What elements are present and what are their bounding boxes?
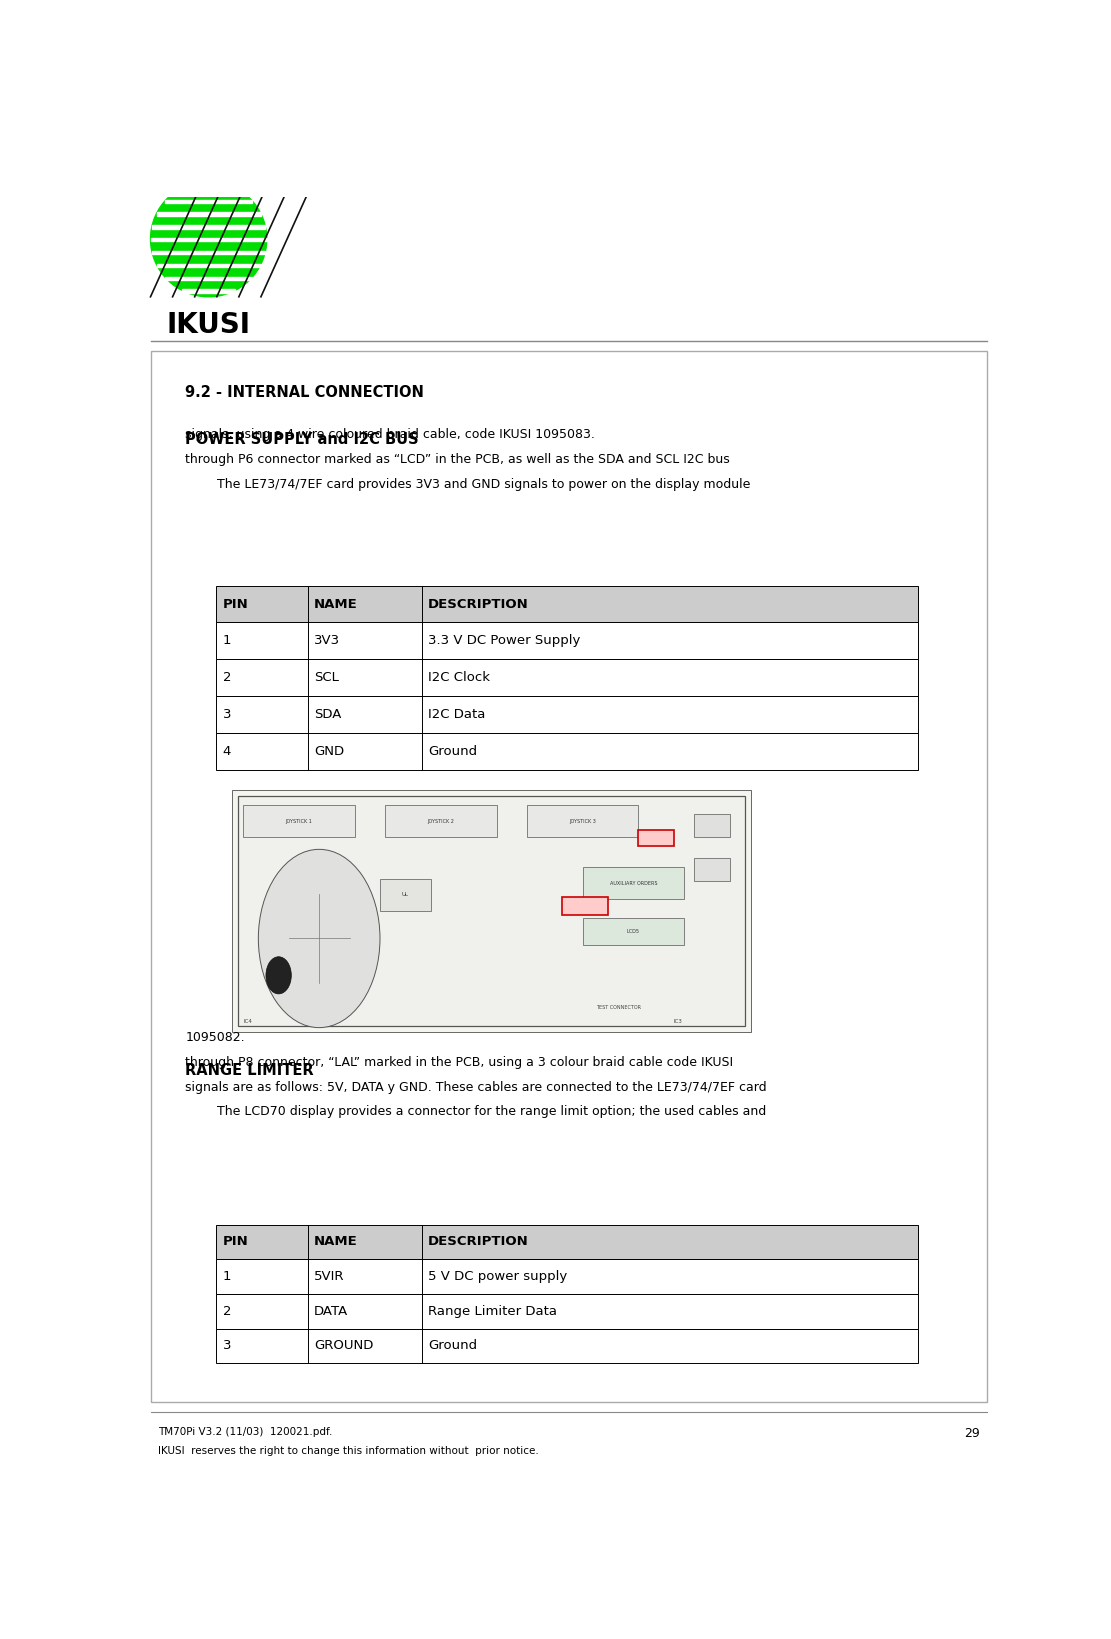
Text: 1: 1 bbox=[222, 1270, 231, 1283]
Text: IC3: IC3 bbox=[674, 1019, 683, 1024]
Text: JOYSTICK 2: JOYSTICK 2 bbox=[428, 818, 454, 823]
Text: 4: 4 bbox=[222, 746, 231, 759]
Bar bbox=[380, 879, 431, 911]
Text: 3V3: 3V3 bbox=[314, 634, 340, 647]
Text: 2: 2 bbox=[222, 672, 231, 685]
Circle shape bbox=[266, 957, 291, 993]
Bar bbox=[217, 1224, 918, 1259]
Text: JOYSTICK 1: JOYSTICK 1 bbox=[286, 818, 312, 823]
Text: TM70Pi V3.2 (11/03)  120021.pdf.: TM70Pi V3.2 (11/03) 120021.pdf. bbox=[158, 1428, 332, 1437]
Text: 3.3 V DC Power Supply: 3.3 V DC Power Supply bbox=[428, 634, 580, 647]
Bar bbox=[217, 1259, 918, 1293]
Bar bbox=[166, 277, 252, 280]
Bar bbox=[386, 805, 497, 838]
Text: GROUND: GROUND bbox=[314, 1339, 373, 1352]
Text: RANGE LIMITER: RANGE LIMITER bbox=[186, 1064, 314, 1078]
Bar bbox=[150, 351, 988, 1401]
Text: Ground: Ground bbox=[428, 746, 477, 759]
Bar bbox=[217, 623, 918, 659]
Bar bbox=[157, 264, 261, 267]
Bar bbox=[238, 797, 744, 1026]
Text: 2: 2 bbox=[222, 1305, 231, 1318]
Text: 1095082.: 1095082. bbox=[186, 1031, 246, 1044]
Text: IKUSI: IKUSI bbox=[167, 311, 251, 339]
Bar bbox=[166, 200, 252, 203]
Text: through P8 connector, “LAL” marked in the PCB, using a 3 colour braid cable code: through P8 connector, “LAL” marked in th… bbox=[186, 1056, 733, 1069]
Text: POWER SUPPLY and I2C BUS: POWER SUPPLY and I2C BUS bbox=[186, 431, 419, 446]
Bar bbox=[562, 897, 608, 916]
Ellipse shape bbox=[150, 182, 267, 297]
Bar bbox=[182, 290, 236, 293]
Text: 5VIR: 5VIR bbox=[314, 1270, 344, 1283]
Bar bbox=[152, 225, 266, 228]
Text: 29: 29 bbox=[964, 1428, 980, 1441]
Text: DESCRIPTION: DESCRIPTION bbox=[428, 598, 529, 610]
Text: IC4: IC4 bbox=[243, 1019, 252, 1024]
Bar bbox=[217, 1293, 918, 1329]
Text: signals, using a 4 wire coloured braid cable, code IKUSI 1095083.: signals, using a 4 wire coloured braid c… bbox=[186, 428, 595, 441]
Text: PIN: PIN bbox=[222, 598, 249, 610]
Text: 9.2 - INTERNAL CONNECTION: 9.2 - INTERNAL CONNECTION bbox=[186, 385, 424, 400]
Bar bbox=[583, 918, 684, 946]
Bar bbox=[232, 790, 751, 1033]
Text: I2C Clock: I2C Clock bbox=[428, 672, 490, 685]
Text: TEST CONNECTOR: TEST CONNECTOR bbox=[595, 1005, 641, 1010]
Bar bbox=[217, 585, 918, 623]
Circle shape bbox=[259, 849, 380, 1028]
Text: Ground: Ground bbox=[428, 1339, 477, 1352]
Text: SDA: SDA bbox=[314, 708, 341, 721]
Bar bbox=[182, 187, 236, 190]
Bar bbox=[217, 697, 918, 733]
Bar bbox=[243, 805, 354, 838]
Text: DESCRIPTION: DESCRIPTION bbox=[428, 1236, 529, 1249]
Text: PIN: PIN bbox=[222, 1236, 249, 1249]
Text: through P6 connector marked as “LCD” in the PCB, as well as the SDA and SCL I2C : through P6 connector marked as “LCD” in … bbox=[186, 452, 730, 465]
Text: NAME: NAME bbox=[314, 1236, 358, 1249]
Text: The LE73/74/7EF card provides 3V3 and GND signals to power on the display module: The LE73/74/7EF card provides 3V3 and GN… bbox=[186, 477, 751, 490]
Text: AUXILIARY ORDERS: AUXILIARY ORDERS bbox=[610, 880, 658, 885]
Text: LCD5: LCD5 bbox=[627, 929, 640, 934]
Text: GND: GND bbox=[314, 746, 344, 759]
Text: The LCD70 display provides a connector for the range limit option; the used cabl: The LCD70 display provides a connector f… bbox=[186, 1105, 767, 1118]
Bar bbox=[527, 805, 639, 838]
Bar bbox=[217, 659, 918, 697]
Bar bbox=[150, 238, 267, 241]
Text: signals are as follows: 5V, DATA y GND. These cables are connected to the LE73/7: signals are as follows: 5V, DATA y GND. … bbox=[186, 1080, 767, 1093]
Bar bbox=[639, 831, 674, 846]
Text: I2C Data: I2C Data bbox=[428, 708, 486, 721]
Text: IKUSI  reserves the right to change this information without  prior notice.: IKUSI reserves the right to change this … bbox=[158, 1446, 539, 1455]
Text: Range Limiter Data: Range Limiter Data bbox=[428, 1305, 557, 1318]
Text: NAME: NAME bbox=[314, 598, 358, 610]
Bar bbox=[152, 251, 266, 254]
Bar bbox=[694, 815, 730, 838]
Text: 5 V DC power supply: 5 V DC power supply bbox=[428, 1270, 568, 1283]
Text: SCL: SCL bbox=[314, 672, 339, 685]
Text: 3: 3 bbox=[222, 1339, 231, 1352]
Bar bbox=[583, 867, 684, 900]
Bar bbox=[694, 857, 730, 880]
Bar bbox=[217, 733, 918, 770]
Text: 3: 3 bbox=[222, 708, 231, 721]
Bar bbox=[157, 213, 261, 216]
Text: JOYSTICK 3: JOYSTICK 3 bbox=[569, 818, 597, 823]
Bar bbox=[217, 1329, 918, 1364]
Text: DATA: DATA bbox=[314, 1305, 348, 1318]
Text: 1: 1 bbox=[222, 634, 231, 647]
Text: UL: UL bbox=[402, 892, 409, 897]
